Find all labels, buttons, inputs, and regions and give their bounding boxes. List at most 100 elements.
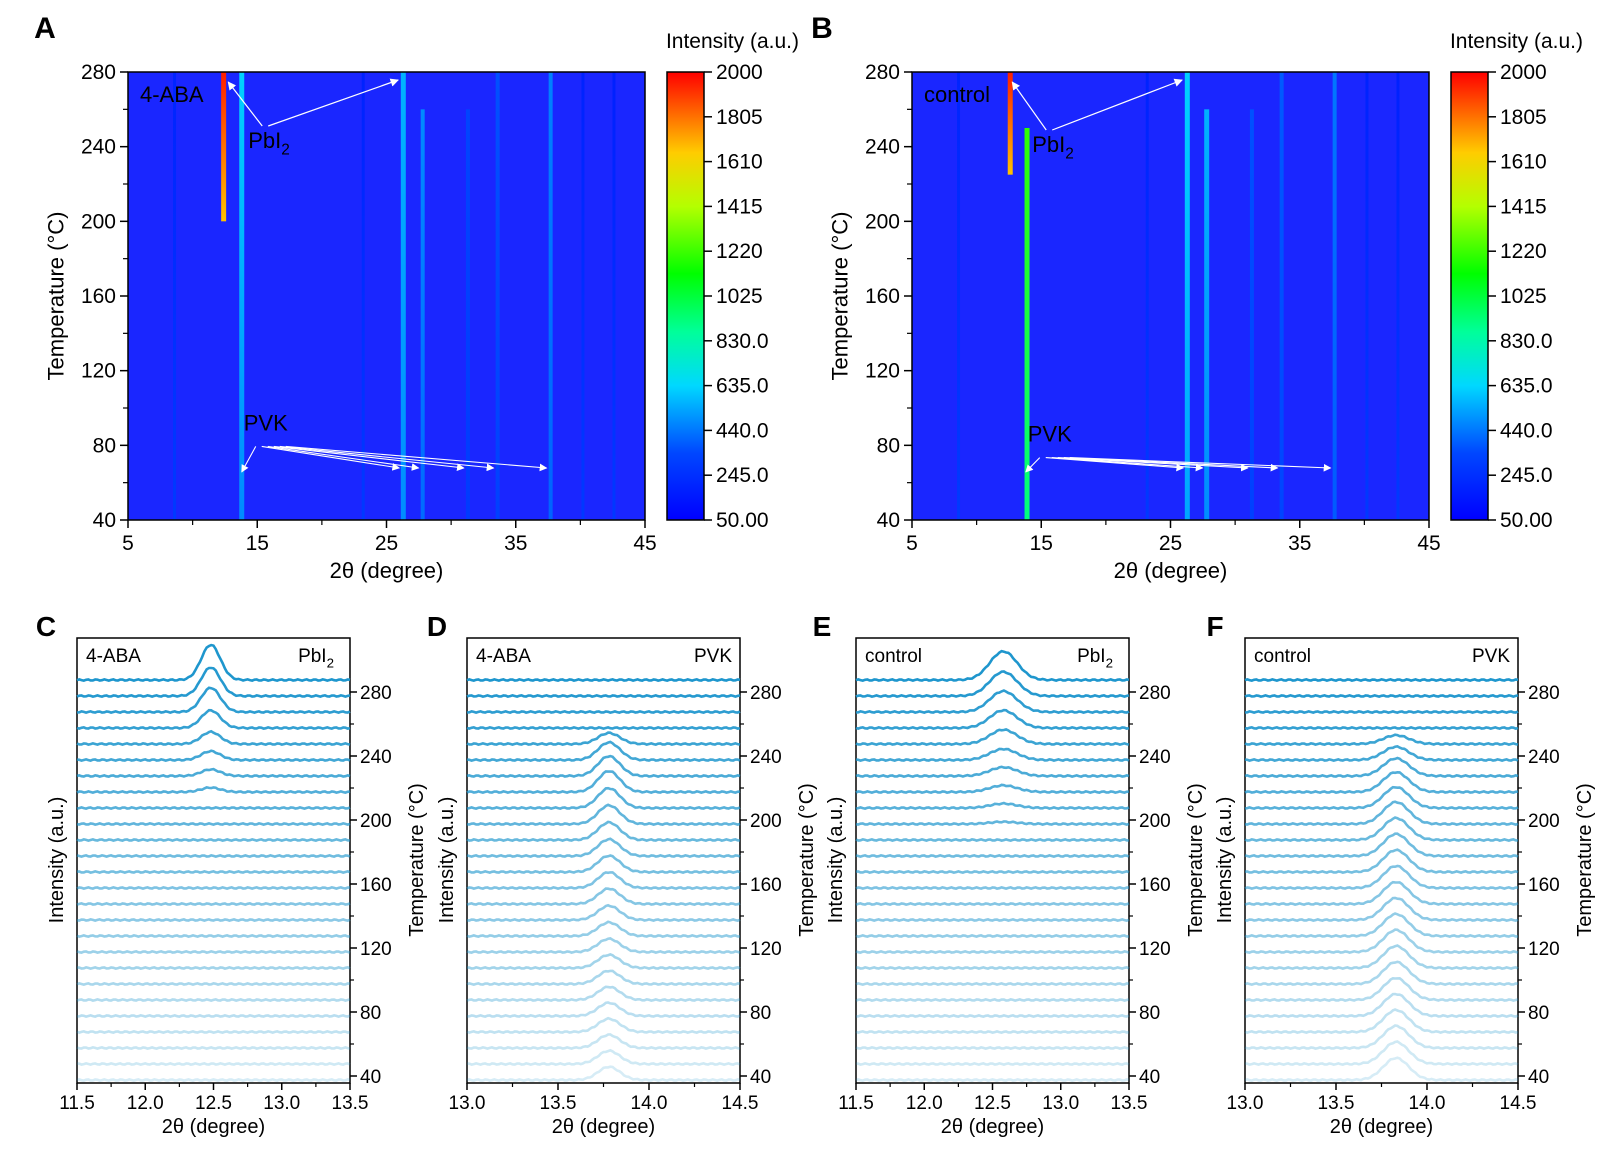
xrd-pattern-line bbox=[1244, 816, 1519, 842]
temperature-tick-label: 80 bbox=[1139, 1003, 1160, 1024]
panel-label: A bbox=[34, 12, 56, 45]
xrd-pattern-line bbox=[1244, 880, 1519, 906]
panel-D: D 13.0 13.5 14.0 14.5 40 80 120 160 200 240 280 2θ (… bbox=[427, 611, 818, 1138]
pvk-arrow bbox=[279, 445, 495, 472]
panel-A: A 5 15 25 35 45 40 80 120 160 200 240 280 2θ (degree)… bbox=[34, 12, 799, 583]
x-tick-label: 13.5 bbox=[332, 1093, 369, 1114]
temperature-tick-label: 200 bbox=[1528, 811, 1560, 832]
annotation-pbi2: PbI2 bbox=[248, 128, 290, 159]
xrd-pattern-line bbox=[1244, 744, 1519, 762]
panel-E: E 11.5 12.0 12.5 13.0 13.5 40 80 120 160 200 240 280… bbox=[813, 611, 1207, 1138]
x-tick-label: 13.5 bbox=[540, 1093, 577, 1114]
x-axis-label: 2θ (degree) bbox=[162, 1116, 265, 1138]
xrd-pattern-line bbox=[1244, 960, 1519, 986]
temperature-tick-label: 120 bbox=[750, 939, 782, 960]
y-axis-label: Temperature (°C) bbox=[44, 212, 69, 381]
xrd-pattern-line bbox=[855, 1030, 1130, 1034]
xrd-pattern-line bbox=[1244, 928, 1519, 954]
xrd-pattern-line bbox=[76, 1062, 351, 1066]
temperature-tick-label: 80 bbox=[360, 1003, 381, 1024]
colorbar-tick-label: 50.00 bbox=[1500, 509, 1553, 532]
temperature-tick-label: 200 bbox=[360, 811, 392, 832]
xrd-pattern-line bbox=[466, 710, 741, 714]
temperature-axis-label: Temperature (°C) bbox=[1185, 783, 1207, 937]
xrd-pattern-line bbox=[466, 820, 741, 842]
xrd-pattern-line bbox=[76, 749, 351, 762]
x-tick-label: 35 bbox=[504, 532, 527, 555]
pvk-arrow bbox=[261, 445, 401, 471]
diffraction-line bbox=[221, 72, 227, 222]
x-tick-label: 15 bbox=[1030, 532, 1053, 555]
xrd-pattern-line bbox=[76, 786, 351, 794]
xrd-pattern-line bbox=[76, 854, 351, 858]
y-axis-label: Intensity (a.u.) bbox=[1214, 797, 1236, 924]
pbi2-arrow bbox=[1011, 81, 1047, 131]
x-tick-label: 11.5 bbox=[59, 1093, 95, 1114]
xrd-pattern-line bbox=[466, 1033, 741, 1050]
colorbar-tick-label: 1025 bbox=[716, 285, 763, 308]
diffraction-line bbox=[957, 72, 961, 520]
xrd-pattern-line bbox=[76, 806, 351, 810]
x-tick-label: 25 bbox=[1159, 532, 1182, 555]
y-axis-label: Temperature (°C) bbox=[828, 212, 853, 381]
temperature-tick-label: 160 bbox=[750, 875, 782, 896]
pvk-arrow bbox=[241, 446, 257, 473]
colorbar-title: Intensity (a.u.) bbox=[666, 30, 799, 53]
y-axis-label: Intensity (a.u.) bbox=[825, 797, 847, 924]
xrd-pattern-line bbox=[855, 918, 1130, 922]
colorbar-tick-label: 2000 bbox=[716, 61, 763, 84]
diffraction-line bbox=[1204, 109, 1210, 520]
x-tick-label: 5 bbox=[906, 532, 918, 555]
xrd-pattern-line bbox=[1245, 944, 1519, 970]
xrd-pattern-line bbox=[466, 678, 741, 682]
xrd-pattern-line bbox=[466, 903, 741, 922]
colorbar-tick-label: 440.0 bbox=[716, 419, 769, 442]
panel-B: B 5 15 25 35 45 40 80 120 160 200 240 280 2θ (degree)… bbox=[811, 12, 1583, 583]
xrd-pattern-line bbox=[1244, 785, 1519, 810]
temperature-tick-label: 200 bbox=[750, 811, 782, 832]
x-tick-label: 25 bbox=[375, 532, 398, 555]
sample-label: control bbox=[1254, 646, 1311, 667]
xrd-pattern-line bbox=[466, 731, 741, 746]
colorbar-tick-label: 635.0 bbox=[1500, 375, 1553, 398]
colorbar-tick-label: 1805 bbox=[1500, 106, 1547, 129]
diffraction-line bbox=[239, 72, 245, 520]
x-axis-label: 2θ (degree) bbox=[1330, 1116, 1433, 1138]
x-tick-label: 13.0 bbox=[449, 1093, 486, 1114]
y-tick-label: 200 bbox=[81, 210, 116, 233]
xrd-pattern-line bbox=[466, 803, 741, 826]
annotation-pvk: PVK bbox=[244, 410, 288, 435]
xrd-pattern-line bbox=[855, 747, 1130, 762]
temperature-tick-label: 160 bbox=[1528, 875, 1560, 896]
x-tick-label: 13.5 bbox=[1111, 1093, 1148, 1114]
pbi2-arrow bbox=[227, 81, 263, 127]
y-tick-label: 120 bbox=[81, 360, 116, 383]
xrd-pattern-line bbox=[856, 966, 1130, 970]
xrd-pattern-line bbox=[855, 820, 1130, 826]
pvk-arrow bbox=[267, 445, 420, 471]
xrd-pattern-line bbox=[466, 770, 741, 794]
xrd-pattern-line bbox=[76, 902, 351, 906]
panel-label: C bbox=[36, 611, 56, 642]
diffraction-line bbox=[1279, 72, 1284, 520]
annotation-pvk: PVK bbox=[1028, 422, 1072, 447]
xrd-pattern-line bbox=[855, 998, 1130, 1002]
x-tick-label: 13.0 bbox=[263, 1093, 300, 1114]
y-tick-label: 200 bbox=[865, 210, 900, 233]
xrd-pattern-line bbox=[466, 694, 741, 698]
temperature-axis-label: Temperature (°C) bbox=[1574, 783, 1596, 937]
sample-label: 4-ABA bbox=[476, 646, 531, 667]
colorbar bbox=[666, 71, 705, 521]
xrd-pattern-line bbox=[76, 822, 351, 826]
xrd-pattern-line bbox=[1244, 992, 1519, 1018]
xrd-pattern-line bbox=[76, 1030, 351, 1034]
panel-label: B bbox=[811, 12, 833, 45]
diffraction-line bbox=[1145, 72, 1149, 520]
xrd-pattern-line bbox=[1244, 912, 1518, 938]
xrd-pattern-line bbox=[1244, 1024, 1519, 1050]
xrd-pattern-line bbox=[76, 686, 351, 714]
xrd-pattern-line bbox=[76, 982, 351, 986]
sample-label: control bbox=[924, 82, 990, 107]
xrd-pattern-line bbox=[855, 854, 1130, 858]
y-tick-label: 160 bbox=[865, 285, 900, 308]
